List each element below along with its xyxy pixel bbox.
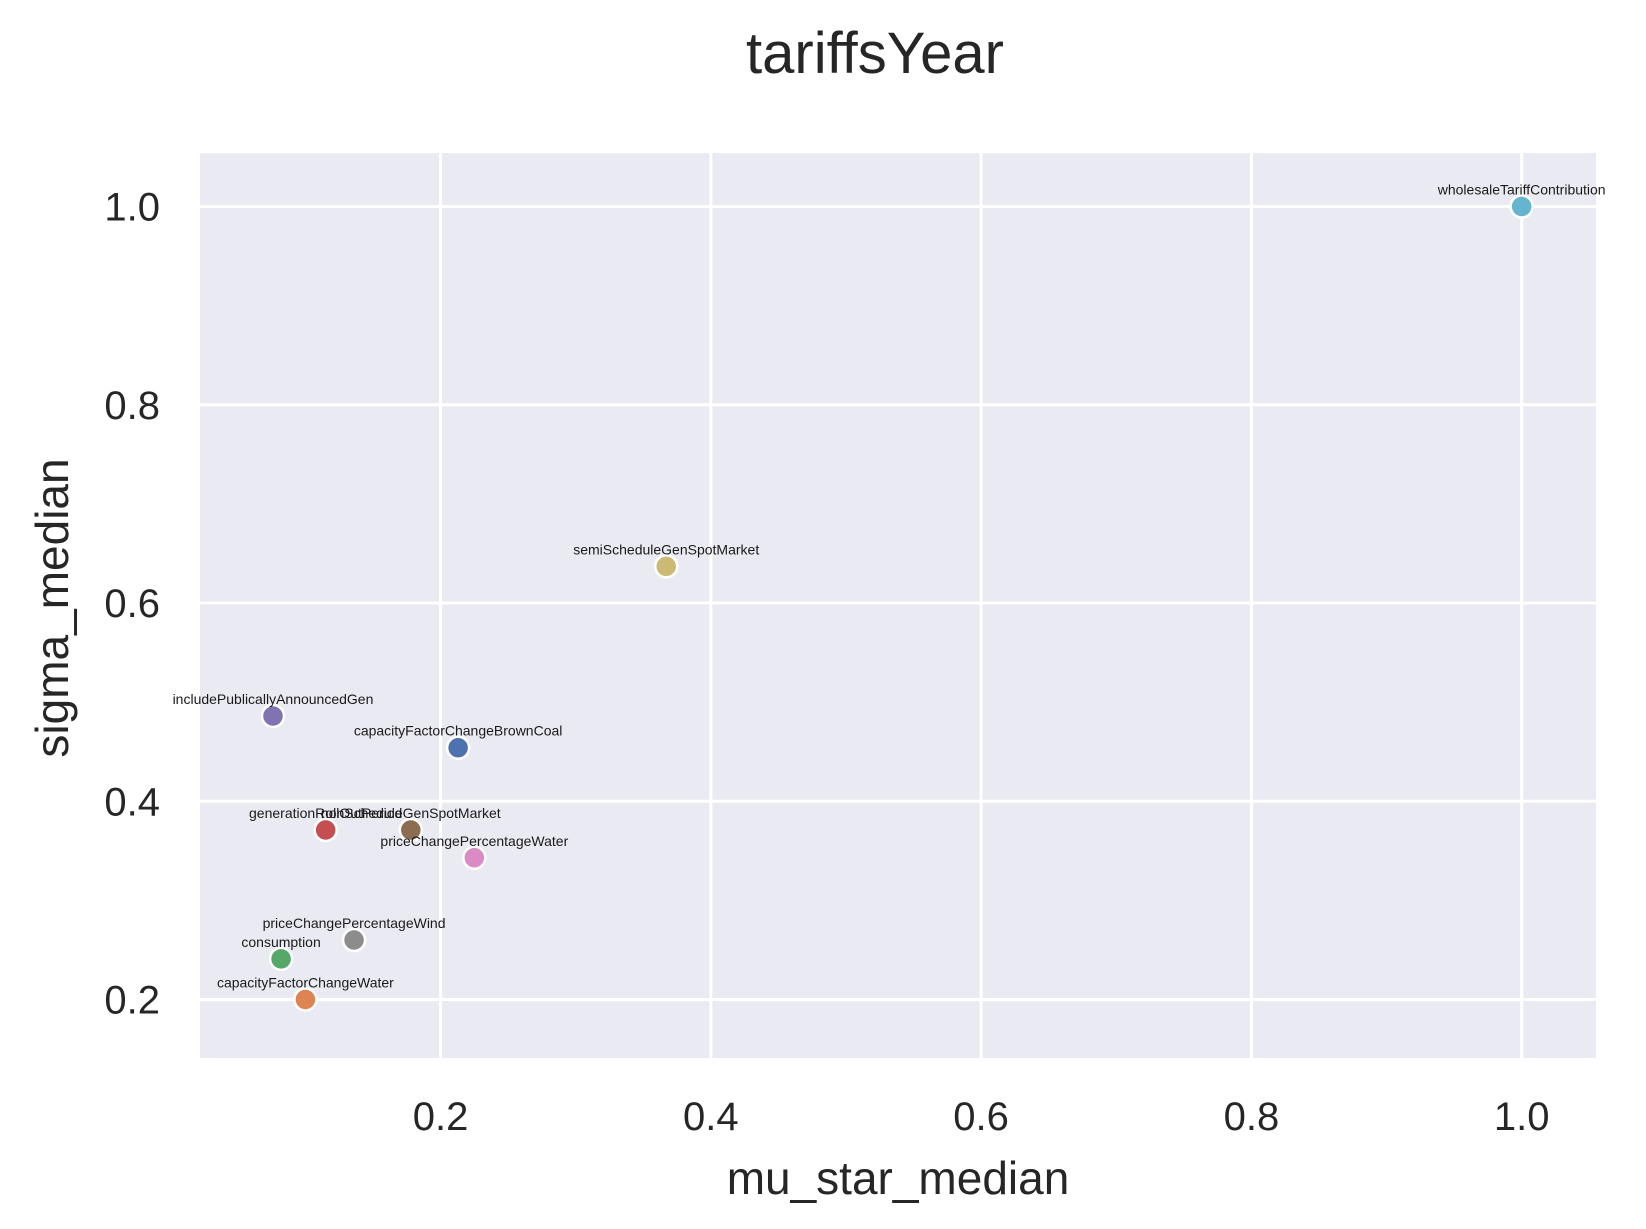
data-point [462,845,487,871]
x-tick-label: 0.2 [413,1095,469,1139]
y-tick-label: 0.2 [104,979,160,1023]
y-tick-label: 0.8 [104,384,160,428]
data-points [260,194,1534,1012]
data-point [313,817,338,843]
x-tick-label: 0.6 [953,1095,1009,1139]
data-point [445,735,471,760]
chart-title: tariffsYear [746,21,1004,86]
x-axis-label: mu_star_median [727,1152,1070,1204]
data-point [268,946,294,972]
point-label: semiScheduleGenSpotMarket [573,541,759,557]
y-tick-label: 0.6 [104,582,160,626]
plot-area [200,153,1596,1058]
point-label: wholesaleTariffContribution [1437,182,1606,198]
point-label: generationRollOutPeriod [249,805,402,821]
point-label: priceChangePercentageWater [380,833,568,849]
y-tick-label: 1.0 [104,186,160,230]
data-point [653,554,679,579]
point-label: priceChangePercentageWind [263,915,446,931]
point-label: capacityFactorChangeWater [217,975,394,991]
y-tick-label: 0.4 [104,780,160,824]
point-label: consumption [241,934,320,950]
x-tick-label: 0.4 [683,1095,739,1139]
y-tick-labels: 0.2 0.4 0.6 0.8 1.0 [104,186,160,1023]
data-point [293,987,318,1012]
data-point [341,927,367,953]
x-tick-labels: 0.2 0.4 0.6 0.8 1.0 [413,1095,1550,1139]
y-axis-label: sigma_median [26,458,78,757]
point-label: nonScheduleGenSpotMarket [321,805,501,821]
data-point [260,703,286,729]
x-tick-label: 0.8 [1224,1095,1280,1139]
data-point [398,817,424,843]
grid-lines [200,153,1596,1058]
point-labels: wholesaleTariffContribution semiScheduleG… [173,182,1606,991]
point-label: capacityFactorChangeBrownCoal [354,723,563,739]
point-label: includePublicallyAnnouncedGen [173,691,374,707]
x-tick-label: 1.0 [1494,1095,1550,1139]
data-point [1509,194,1534,219]
